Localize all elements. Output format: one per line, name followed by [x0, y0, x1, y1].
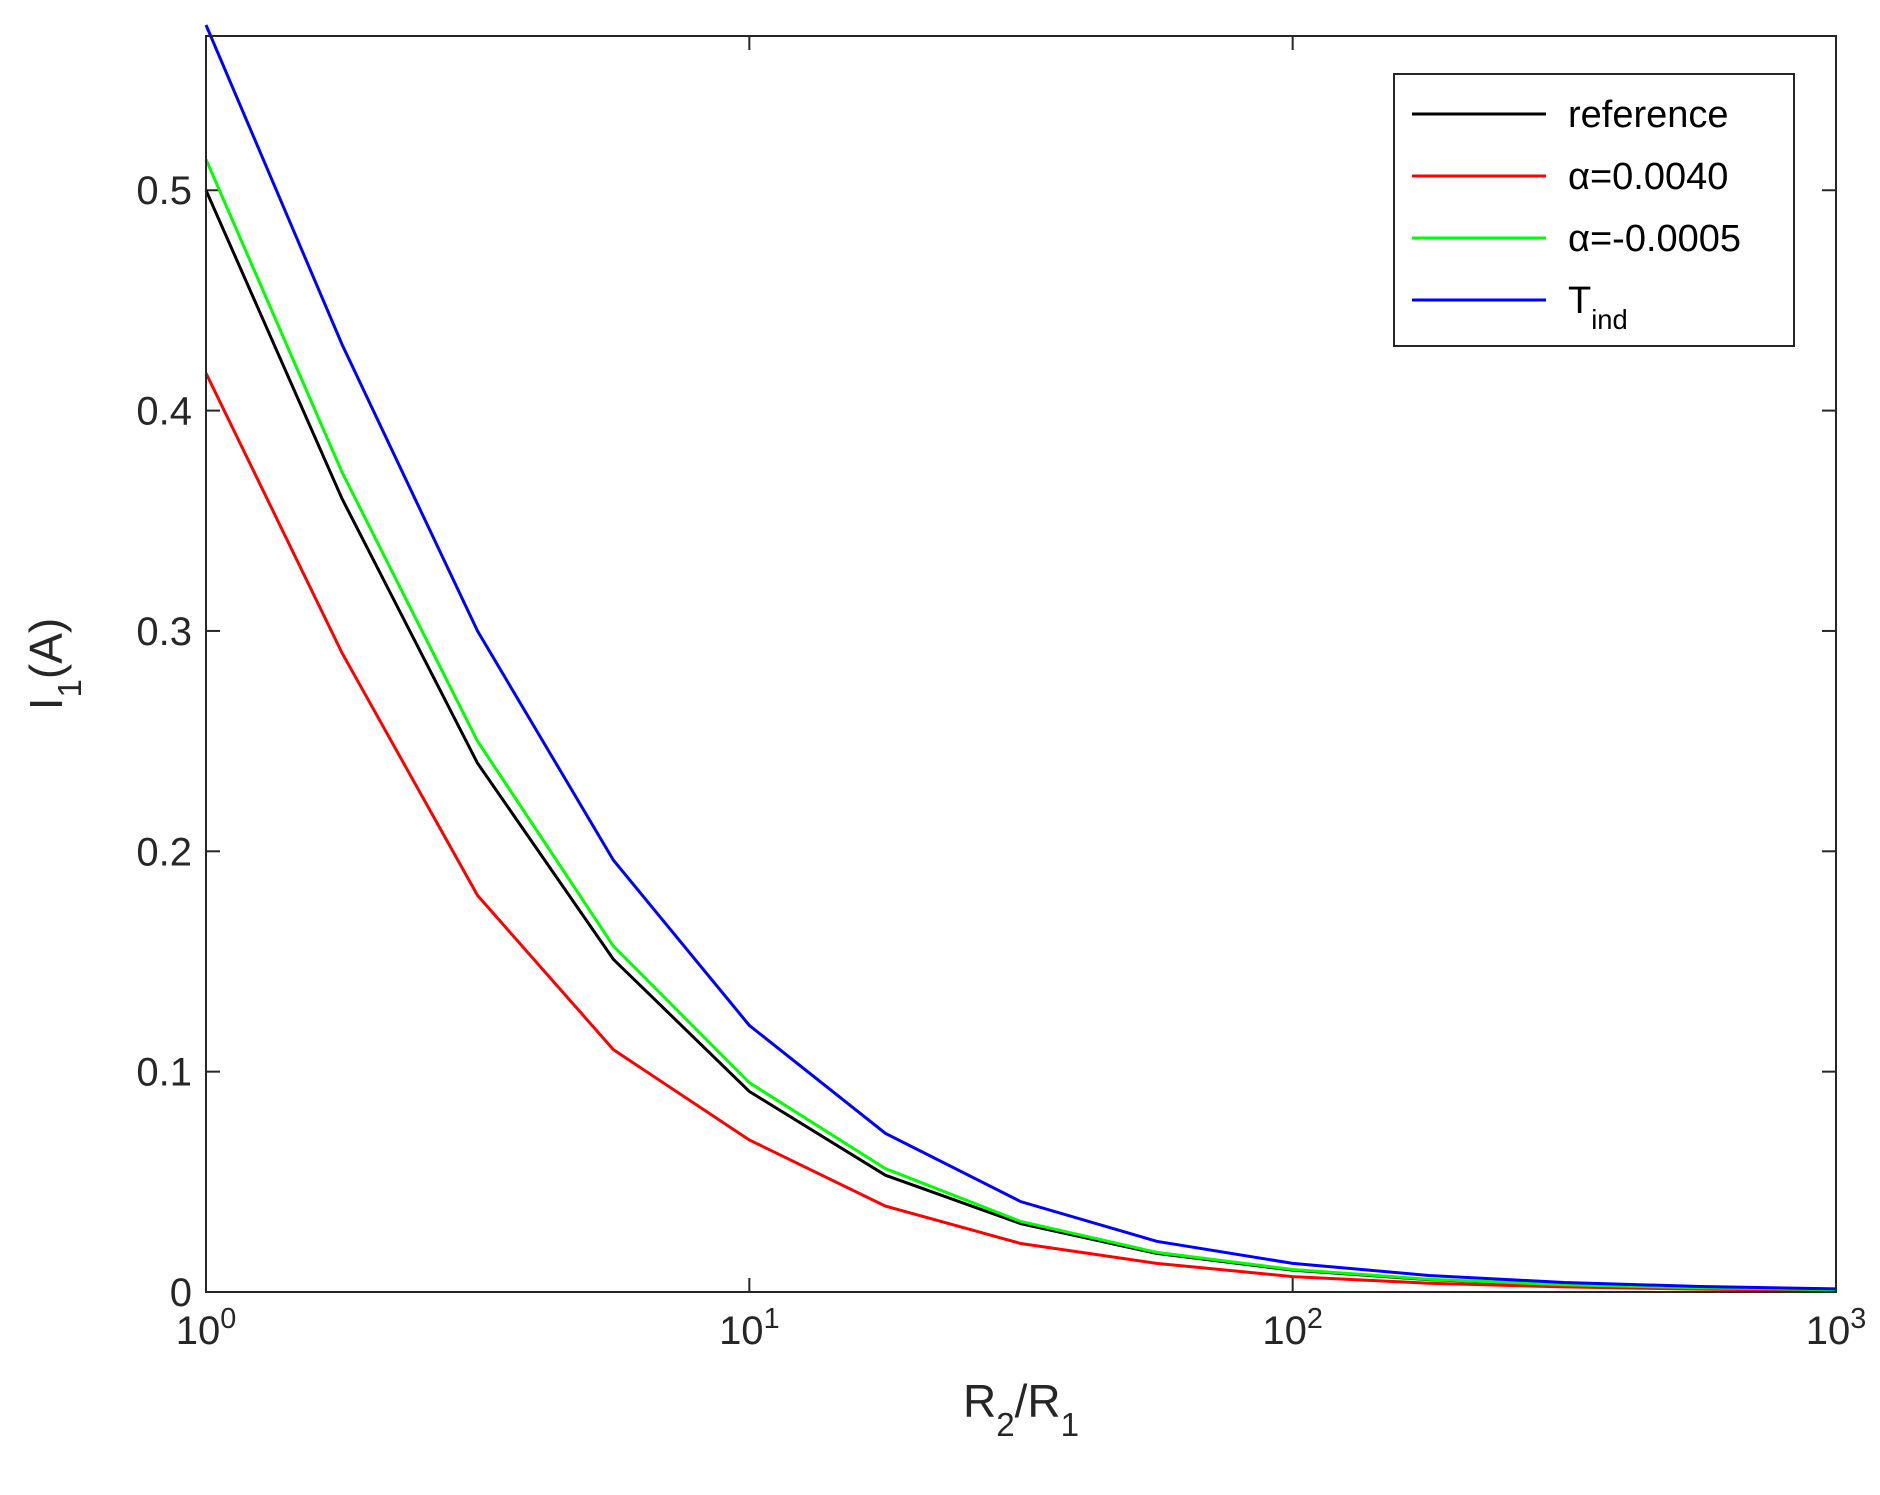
x-tick-label: 102 [1262, 1303, 1323, 1353]
legend-label: α=-0.0005 [1568, 218, 1741, 260]
legend-label: α=0.0040 [1568, 156, 1728, 198]
x-tick-label: 100 [176, 1303, 237, 1353]
x-axis-label: R2/R1 [963, 1375, 1079, 1444]
y-tick-label: 0.1 [136, 1051, 192, 1095]
series-line [204, 158, 1837, 1292]
y-tick-label: 0.5 [136, 169, 192, 213]
x-tick-label: 103 [1806, 1303, 1867, 1353]
y-axis-label: I1(A) [20, 618, 89, 711]
legend-label: Tind [1568, 280, 1628, 335]
series-line [204, 24, 1837, 1291]
plot-frame [205, 35, 1837, 1293]
x-tick-label: 101 [719, 1303, 780, 1353]
series-line [204, 372, 1837, 1292]
legend-label: reference [1568, 94, 1729, 136]
y-tick-label: 0.3 [136, 610, 192, 654]
y-tick-label: 0 [170, 1271, 192, 1315]
y-tick-label: 0.2 [136, 830, 192, 874]
y-tick-label: 0.4 [136, 390, 192, 434]
